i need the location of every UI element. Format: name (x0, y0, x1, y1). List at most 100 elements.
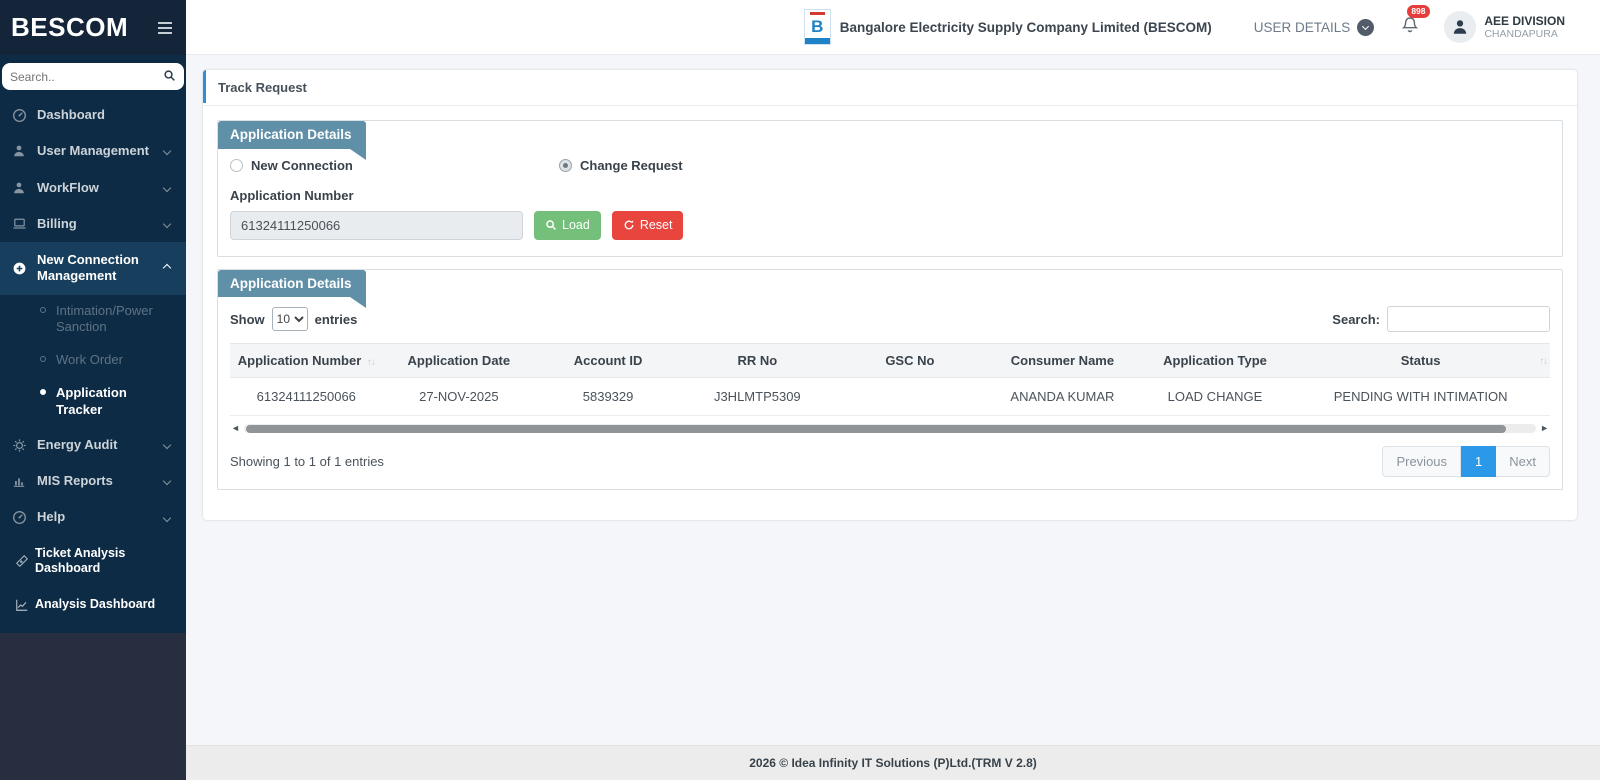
gauge-icon (12, 510, 37, 525)
entries-info: Showing 1 to 1 of 1 entries (230, 454, 384, 469)
section-ribbon: Application Details (218, 121, 366, 159)
line-chart-icon (15, 598, 35, 612)
next-page-button[interactable]: Next (1496, 446, 1550, 477)
new-connection-option: New Connection (230, 158, 559, 173)
sidebar-search (2, 63, 184, 90)
pagination: Previous 1 Next (1382, 446, 1550, 477)
sidebar-item-analysis-dashboard[interactable]: Analysis Dashboard (0, 587, 186, 623)
hamburger-icon[interactable] (158, 21, 172, 34)
scrollbar-track[interactable] (243, 424, 1537, 433)
chevron-down-icon (162, 183, 172, 192)
reset-button[interactable]: Reset (611, 210, 684, 240)
chevron-down-icon (162, 477, 172, 486)
column-header-status[interactable]: Status ↑↓ (1291, 343, 1550, 378)
scrollbar-thumb[interactable] (245, 424, 1506, 433)
chevron-down-icon (162, 219, 172, 229)
chevron-down-icon (162, 513, 172, 522)
sidebar-item-new-connection-management[interactable]: New Connection Management (0, 242, 186, 295)
bar-chart-icon (12, 474, 37, 488)
chevron-up-icon (162, 264, 172, 273)
user-division: AEE DIVISION CHANDAPURA (1484, 13, 1565, 40)
cell-application-number: 61324111250066 (230, 377, 383, 416)
content-area: Track Request Application Details New Co… (186, 55, 1600, 745)
company-brand: B Bangalore Electricity Supply Company L… (803, 9, 1212, 45)
section-ribbon: Application Details (218, 269, 366, 308)
application-details-form-box: Application Details New Connection Chang… (217, 120, 1563, 257)
applications-table: Application Number ↑↓ Application Date Ac… (230, 343, 1550, 416)
sidebar-item-energy-audit[interactable]: Energy Audit (0, 427, 186, 463)
search-icon (163, 69, 176, 87)
table-footer-row: Showing 1 to 1 of 1 entries Previous 1 N… (230, 446, 1550, 477)
chevron-down-icon (162, 440, 172, 450)
sidebar-item-mis-reports[interactable]: MIS Reports (0, 463, 186, 499)
page-footer: 2026 © Idea Infinity IT Solutions (P)Ltd… (186, 745, 1600, 780)
column-header-consumer-name[interactable]: Consumer Name (986, 343, 1139, 378)
sidebar-item-billing[interactable]: Billing (0, 206, 186, 242)
sidebar-nav: Dashboard User Management WorkFlow Billi… (0, 94, 186, 623)
change-request-radio[interactable] (559, 158, 572, 172)
column-header-application-date[interactable]: Application Date (382, 343, 536, 378)
sidebar-subitem-application-tracker[interactable]: Application Tracker (0, 377, 186, 427)
horizontal-scrollbar: ◄ ► (230, 424, 1550, 433)
scroll-left-icon[interactable]: ◄ (231, 423, 240, 433)
table-search-control: Search: (1332, 306, 1550, 332)
laptop-icon (12, 216, 37, 231)
footer-text: 2026 © Idea Infinity IT Solutions (P)Ltd… (749, 756, 1037, 770)
sidebar-item-user-management[interactable]: User Management (0, 133, 186, 169)
application-number-label: Application Number (230, 187, 354, 203)
input-row: Load Reset (230, 210, 1550, 240)
person-icon (1454, 20, 1467, 34)
gear-icon (12, 438, 37, 453)
column-header-rr-no[interactable]: RR No (681, 343, 834, 378)
cell-account-id: 5839329 (535, 377, 682, 416)
scroll-right-icon[interactable]: ► (1540, 423, 1549, 433)
plus-circle-icon (12, 261, 37, 276)
application-number-input[interactable] (230, 210, 523, 240)
page-size-select[interactable]: 10 (271, 307, 308, 331)
circle-bullet-icon (40, 356, 46, 363)
column-header-gsc-no[interactable]: GSC No (833, 343, 987, 378)
cell-application-type: LOAD CHANGE (1138, 377, 1292, 416)
sort-icon: ↑↓ (1539, 356, 1548, 367)
column-header-account-id[interactable]: Account ID (535, 343, 682, 378)
gauge-icon (12, 108, 37, 123)
chevron-down-circle-icon (1357, 18, 1375, 36)
sidebar-item-ticket-analysis-dashboard[interactable]: Ticket Analysis Dashboard (0, 536, 186, 587)
table-header-row: Application Number ↑↓ Application Date Ac… (230, 343, 1550, 378)
previous-page-button[interactable]: Previous (1382, 446, 1462, 477)
sidebar-subitem-work-order[interactable]: Work Order (0, 344, 186, 377)
form-area: New Connection Change Request Applicatio… (218, 149, 1562, 256)
load-button[interactable]: Load (534, 210, 601, 240)
main-column: B Bangalore Electricity Supply Company L… (186, 0, 1600, 780)
sidebar-item-dashboard[interactable]: Dashboard (0, 97, 186, 133)
chevron-down-icon (162, 147, 172, 156)
sidebar-item-help[interactable]: Help (0, 499, 186, 535)
notification-badge: 898 (1407, 4, 1430, 18)
cell-status: PENDING WITH INTIMATION (1291, 377, 1550, 416)
page-1-button[interactable]: 1 (1461, 446, 1497, 477)
sidebar-filler (0, 632, 186, 780)
sidebar-header: BESCOM (0, 0, 186, 55)
cell-application-date: 27-NOV-2025 (382, 377, 536, 416)
column-header-application-number[interactable]: Application Number ↑↓ (230, 343, 383, 378)
sidebar-subitem-intimation-power-sanction[interactable]: Intimation/Power Sanction (0, 295, 186, 345)
column-header-application-type[interactable]: Application Type (1138, 343, 1292, 378)
avatar (1444, 11, 1477, 43)
filled-bullet-icon (40, 389, 46, 396)
table-search-input[interactable] (1387, 306, 1550, 332)
profile-menu[interactable]: AEE DIVISION CHANDAPURA (1444, 11, 1565, 43)
notifications-button[interactable]: 898 (1400, 4, 1430, 40)
page-size-control: Show 10 entries (230, 307, 357, 331)
sidebar-item-workflow[interactable]: WorkFlow (0, 170, 186, 206)
user-icon (12, 144, 37, 158)
user-details-dropdown[interactable]: USER DETAILS (1254, 18, 1375, 36)
new-connection-radio[interactable] (230, 158, 243, 172)
track-request-card: Track Request Application Details New Co… (203, 70, 1577, 520)
page-title: Track Request (203, 70, 1577, 106)
radio-row: New Connection Change Request (230, 158, 1550, 173)
table-row[interactable]: 61324111250066 27-NOV-2025 5839329 J3HLM… (230, 377, 1550, 416)
sidebar-search-input[interactable] (2, 63, 184, 90)
table-controls: Show 10 entries Search: (230, 306, 1550, 332)
bell-icon (1402, 16, 1419, 32)
brand-wordmark: BESCOM (11, 12, 129, 42)
